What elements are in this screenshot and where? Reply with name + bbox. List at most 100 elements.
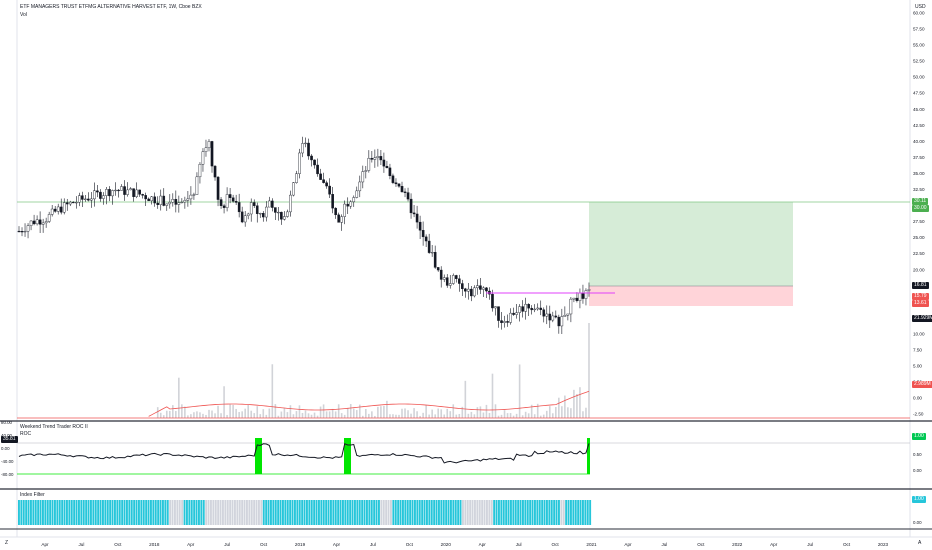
index-filter-bar xyxy=(378,500,380,525)
index-filter-bar xyxy=(471,500,474,525)
candle-body xyxy=(442,277,446,280)
volume-bar xyxy=(545,410,548,418)
volume-bar xyxy=(455,414,458,418)
candle-body xyxy=(234,201,238,203)
candle-body xyxy=(512,312,515,315)
index-filter-bar xyxy=(222,500,224,525)
index-filter-bar xyxy=(298,500,301,525)
volume-bar xyxy=(530,404,533,418)
volume-bar xyxy=(358,404,361,418)
index-filter-bar xyxy=(176,500,179,525)
index-filter-bar xyxy=(327,500,330,525)
volume-bar xyxy=(235,408,237,418)
candle-body xyxy=(415,213,419,223)
index-filter-bar xyxy=(306,500,308,525)
price-badge: 2.989M xyxy=(912,381,932,388)
candlestick-series[interactable] xyxy=(17,136,591,334)
index-filter-bar xyxy=(315,500,318,525)
stop-zone[interactable] xyxy=(589,286,793,306)
candle-body xyxy=(319,173,322,180)
index-filter-bar xyxy=(483,500,486,525)
index-filter-bar xyxy=(445,500,448,525)
index-filter-bar xyxy=(241,500,244,525)
index-filter-bar xyxy=(73,500,76,525)
price-axis[interactable]: 60.00 57.50 55.00 52.50 50.00 47.50 45.00 42.50… xyxy=(913,10,925,416)
index-filter-bar xyxy=(246,500,248,525)
index-filter-bar xyxy=(387,500,390,525)
time-tick-label: Apr xyxy=(333,542,341,547)
volume-bar xyxy=(407,410,409,418)
index-filter-bar xyxy=(145,500,148,525)
index-filter-bar xyxy=(92,500,95,525)
candle-body xyxy=(162,195,166,206)
index-filter-bar xyxy=(474,500,476,525)
candle-body xyxy=(258,213,262,215)
volume-bar xyxy=(386,400,388,418)
index-filter-bar xyxy=(70,500,73,525)
volume-bar xyxy=(331,408,334,418)
time-axis[interactable]: Apr Jul Oct 2018 Apr Jul Oct 2019 Apr Jul Oct 2020 A… xyxy=(41,542,888,547)
volume-label: Vol xyxy=(20,12,27,18)
index-filter-bar xyxy=(58,500,61,525)
index-filter-bar xyxy=(133,500,136,525)
time-tick-label: Oct xyxy=(114,542,122,547)
roc-line[interactable] xyxy=(18,443,590,464)
index-filter-bar xyxy=(440,500,443,525)
candle-body xyxy=(382,159,386,167)
price-tick-label: 47.50 xyxy=(913,91,925,96)
time-tick-label: 2020 xyxy=(441,542,452,547)
candle-body xyxy=(361,171,365,183)
candle-body xyxy=(527,303,530,309)
target-zone[interactable] xyxy=(589,202,793,286)
candle-body xyxy=(150,196,153,202)
roc-highlight-bar xyxy=(344,438,351,474)
volume-bar xyxy=(389,414,391,418)
candle-body xyxy=(572,297,576,300)
volume-bar xyxy=(416,411,418,418)
index-filter-bar xyxy=(97,500,100,525)
corner-label-right: A xyxy=(918,540,922,546)
roc-current-value-badge: 35.81 xyxy=(1,436,18,443)
index-filter-bar xyxy=(505,500,508,525)
price-tick-label: 20.00 xyxy=(913,267,925,272)
index-filter-bar xyxy=(370,500,373,525)
index-filter-bar xyxy=(32,500,35,525)
index-filter-bar xyxy=(231,500,234,525)
volume-bar xyxy=(159,412,162,418)
volume-bar xyxy=(404,408,406,418)
candle-body xyxy=(271,200,274,208)
candle-body xyxy=(421,230,425,238)
volume-bar xyxy=(165,410,168,418)
index-filter-bar xyxy=(517,500,520,525)
volume-bar xyxy=(310,414,313,418)
index-filter-bar xyxy=(361,500,364,525)
index-filter-bar xyxy=(140,500,143,525)
index-filter-bar xyxy=(226,500,229,525)
index-filter-bar xyxy=(466,500,469,525)
candle-body xyxy=(337,214,340,223)
index-filter-bar xyxy=(253,500,256,525)
candle-body xyxy=(20,231,24,233)
index-filter-bar xyxy=(435,500,438,525)
index-filter-bar xyxy=(243,500,246,525)
candle-body xyxy=(403,191,407,193)
candle-body xyxy=(225,194,229,208)
index-right-tick: 0.00 xyxy=(913,520,922,525)
candle-body xyxy=(289,194,292,213)
candle-body xyxy=(340,216,343,223)
price-badge: 13.61 xyxy=(912,300,929,307)
candle-body xyxy=(117,189,120,192)
volume-bar xyxy=(425,404,427,418)
index-filter-bar xyxy=(190,500,193,525)
candle-body xyxy=(280,211,283,220)
index-filter-bar xyxy=(56,500,59,525)
volume-bar xyxy=(561,406,563,418)
candle-body xyxy=(71,201,75,204)
time-tick-label: 2022 xyxy=(732,542,743,547)
volume-bar xyxy=(539,415,542,418)
candle-body xyxy=(96,190,99,193)
index-filter-bar xyxy=(157,500,160,525)
index-filter-bar xyxy=(332,500,335,525)
index-filter-bar xyxy=(457,500,460,525)
